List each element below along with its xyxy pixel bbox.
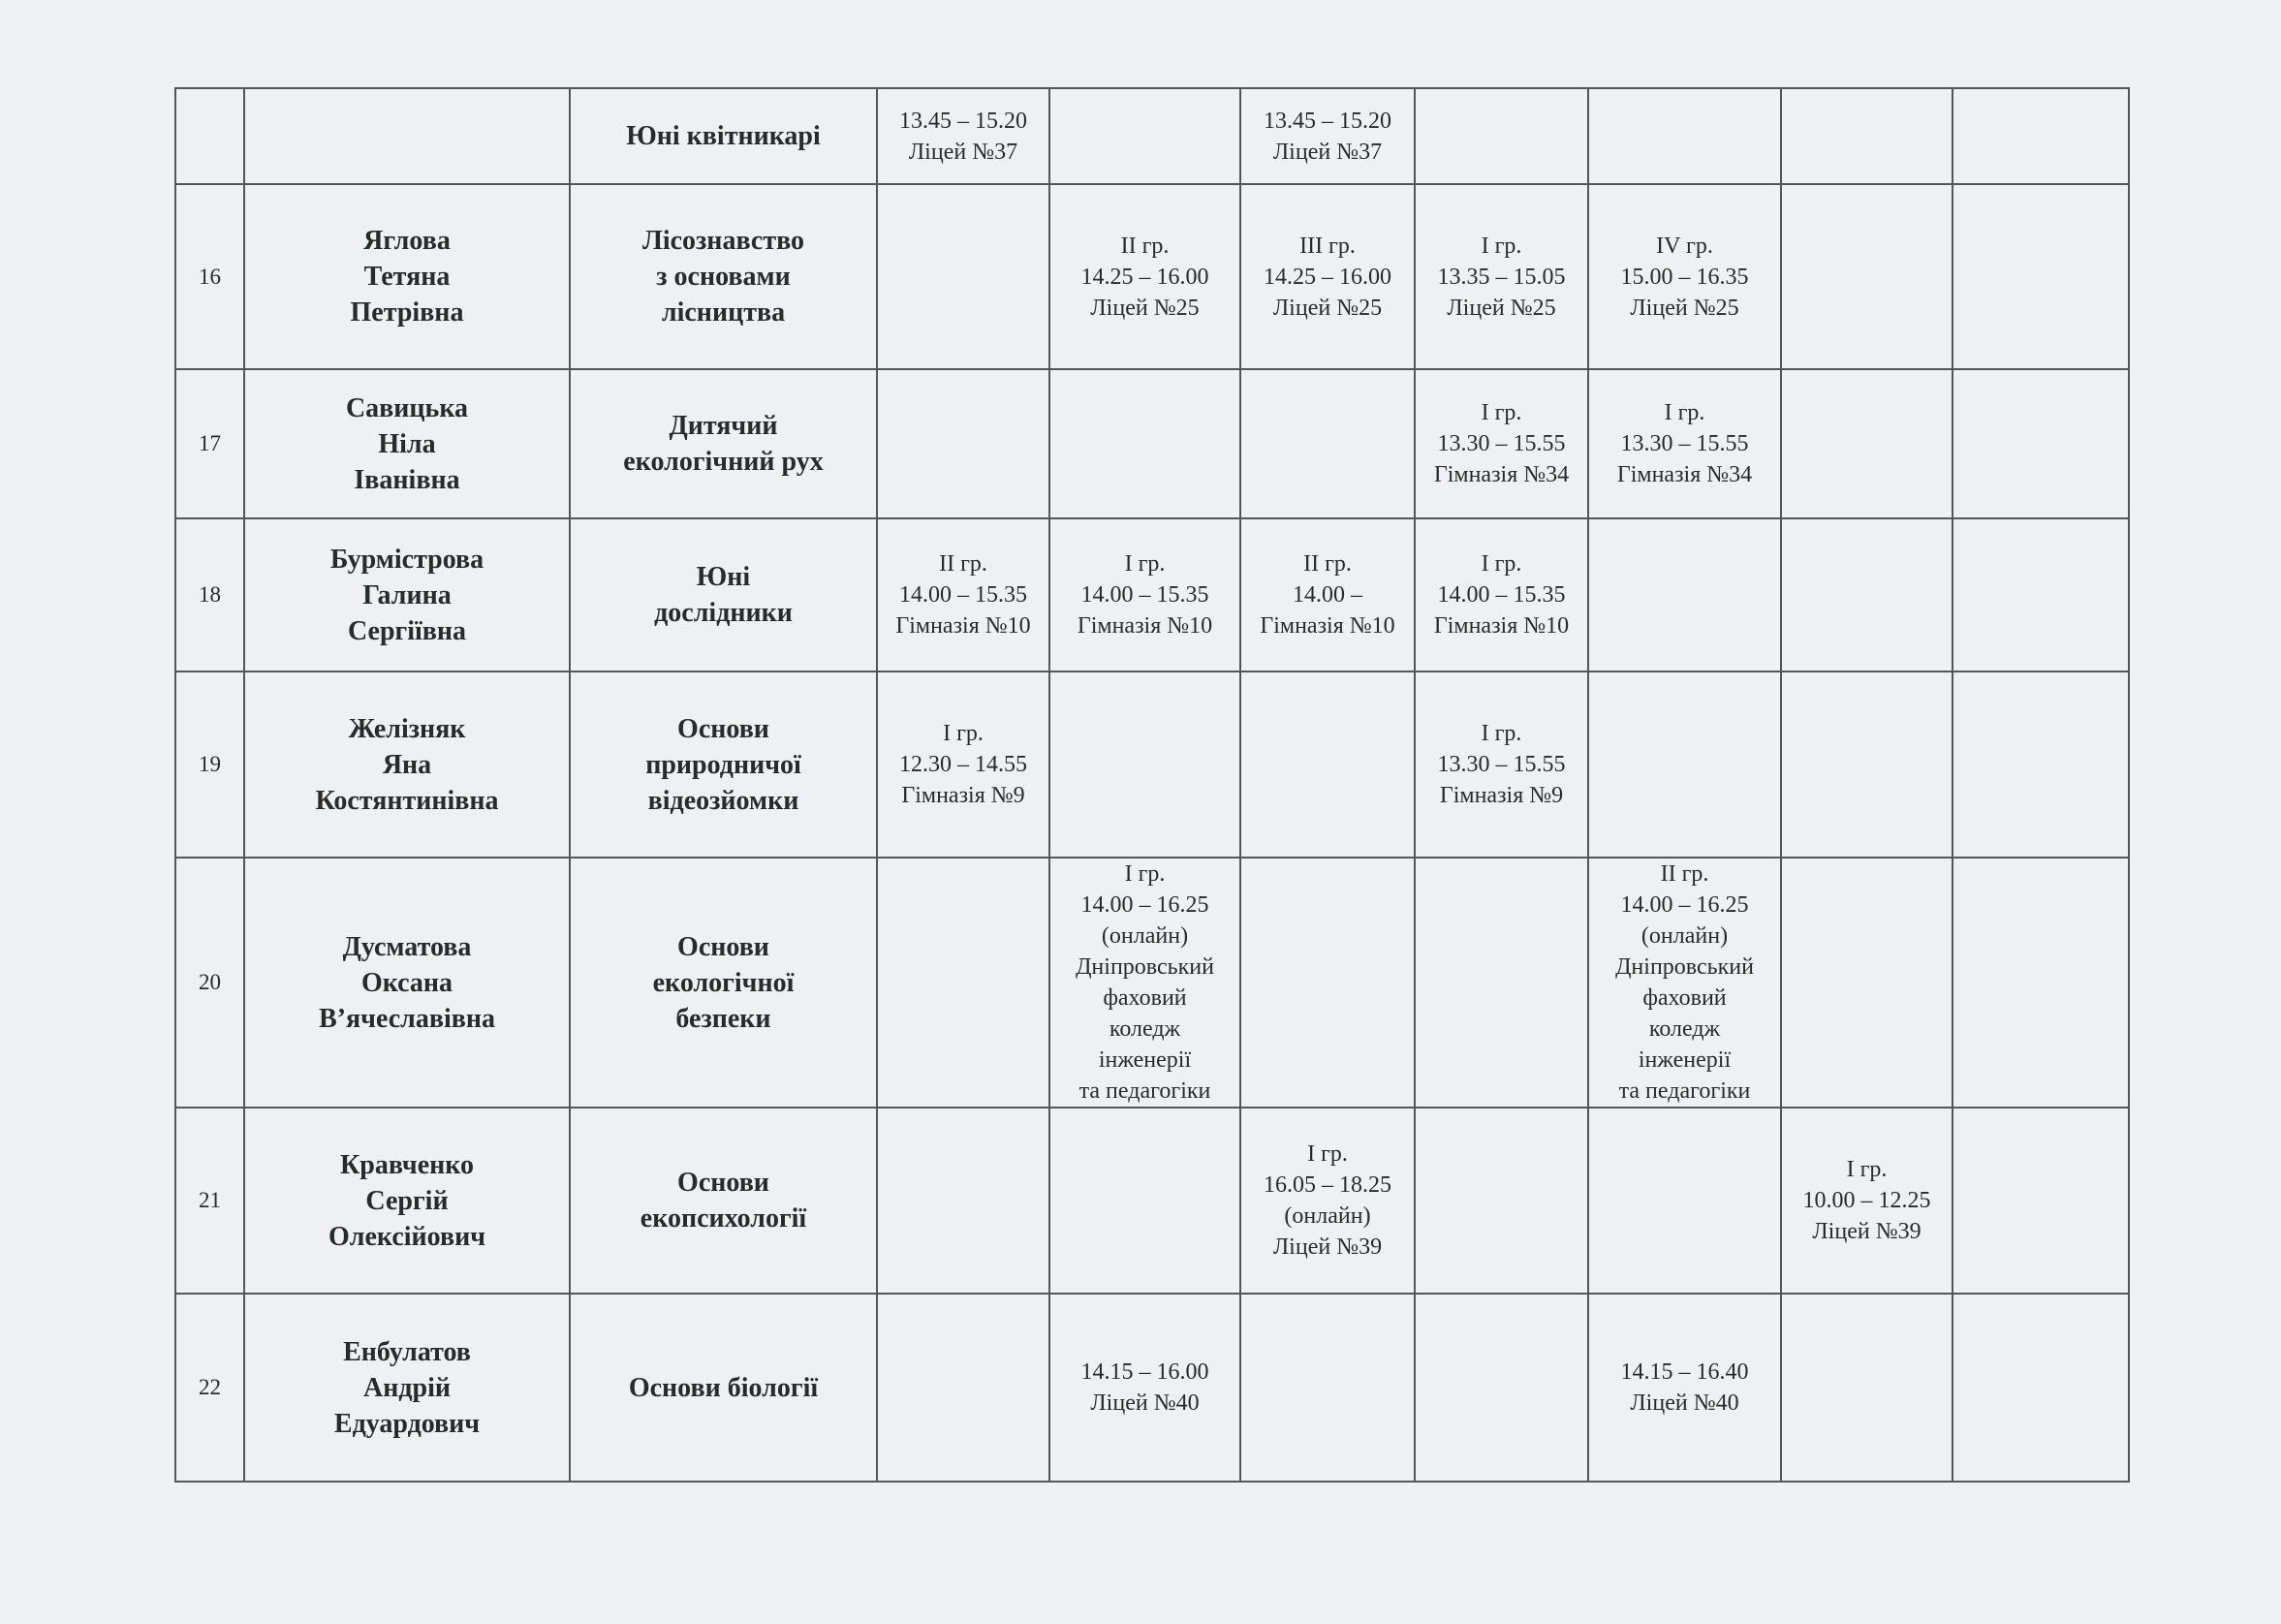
teacher-name: Енбулатов Андрій Едуардович [243,1293,571,1483]
course-name: Основи біології [569,1293,878,1483]
schedule-cell [876,183,1050,370]
schedule-cell [1414,87,1589,185]
schedule-cell: 14.15 – 16.40 Ліцей №40 [1587,1293,1782,1483]
teacher-name: Бурмістрова Галина Сергіївна [243,517,571,672]
row-number: 18 [174,517,245,672]
schedule-cell [1952,183,2130,370]
teacher-name: Савицька Ніла Іванівна [243,368,571,519]
row-number [174,87,245,185]
course-name: Юні дослідники [569,517,878,672]
schedule-cell [876,1107,1050,1295]
schedule-cell: I гр. 10.00 – 12.25 Ліцей №39 [1780,1107,1953,1295]
schedule-cell: 14.15 – 16.00 Ліцей №40 [1048,1293,1241,1483]
schedule-cell [1587,1107,1782,1295]
schedule-cell [1239,857,1416,1109]
schedule-cell [1952,1107,2130,1295]
table-row: Юні квітникарі 13.45 – 15.20 Ліцей №37 13.… [174,87,2130,185]
schedule-cell [1780,1293,1953,1483]
row-number: 21 [174,1107,245,1295]
schedule-cell: I гр. 13.35 – 15.05 Ліцей №25 [1414,183,1589,370]
schedule-cell: IV гр. 15.00 – 16.35 Ліцей №25 [1587,183,1782,370]
schedule-cell [1952,671,2130,859]
schedule-cell: I гр. 14.00 – 15.35 Гімназія №10 [1414,517,1589,672]
schedule-cell [1780,87,1953,185]
schedule-cell [1780,517,1953,672]
row-number: 16 [174,183,245,370]
schedule-cell [1239,368,1416,519]
course-name: Лісознавство з основами лісництва [569,183,878,370]
table-row: 17 Савицька Ніла Іванівна Дитячий екологіч… [174,368,2130,519]
schedule-cell [1952,517,2130,672]
schedule-cell: I гр. 13.30 – 15.55 Гімназія №9 [1414,671,1589,859]
schedule-cell: 13.45 – 15.20 Ліцей №37 [876,87,1050,185]
schedule-cell [1239,1293,1416,1483]
schedule-cell: I гр. 14.00 – 15.35 Гімназія №10 [1048,517,1241,672]
schedule-cell [1414,857,1589,1109]
schedule-cell [1780,857,1953,1109]
schedule-cell: I гр. 12.30 – 14.55 Гімназія №9 [876,671,1050,859]
schedule-cell: II гр. 14.00 – Гімназія №10 [1239,517,1416,672]
table-row: 16 Яглова Тетяна Петрівна Лісознавство з о… [174,183,2130,370]
schedule-cell [1587,517,1782,672]
schedule-cell [876,857,1050,1109]
schedule-cell: II гр. 14.00 – 15.35 Гімназія №10 [876,517,1050,672]
schedule-cell [1587,87,1782,185]
schedule-cell [1780,183,1953,370]
schedule-cell [1587,671,1782,859]
schedule-cell: I гр. 14.00 – 16.25 (онлайн) Дніпровськи… [1048,857,1241,1109]
row-number: 19 [174,671,245,859]
schedule-cell [1952,368,2130,519]
schedule-cell [876,368,1050,519]
table-row: 19 Желізняк Яна Костянтинівна Основи приро… [174,671,2130,859]
schedule-cell [1048,1107,1241,1295]
table-row: 18 Бурмістрова Галина Сергіївна Юні дослід… [174,517,2130,672]
schedule-cell [1952,1293,2130,1483]
row-number: 22 [174,1293,245,1483]
schedule-cell [1048,368,1241,519]
schedule-cell [1048,671,1241,859]
course-name: Дитячий екологічний рух [569,368,878,519]
schedule-cell [1780,671,1953,859]
schedule-cell: I гр. 13.30 – 15.55 Гімназія №34 [1414,368,1589,519]
schedule-cell [1952,87,2130,185]
table-row: 22 Енбулатов Андрій Едуардович Основи біол… [174,1293,2130,1483]
teacher-name: Яглова Тетяна Петрівна [243,183,571,370]
schedule-cell [1414,1107,1589,1295]
teacher-name [243,87,571,185]
schedule-cell: II гр. 14.25 – 16.00 Ліцей №25 [1048,183,1241,370]
course-name: Основи екопсихології [569,1107,878,1295]
row-number: 17 [174,368,245,519]
schedule-table: Юні квітникарі 13.45 – 15.20 Ліцей №37 13.… [174,87,2130,1483]
table-row: 20 Дусматова Оксана В’ячеславівна Основи е… [174,857,2130,1109]
schedule-cell: I гр. 13.30 – 15.55 Гімназія №34 [1587,368,1782,519]
course-name: Юні квітникарі [569,87,878,185]
teacher-name: Желізняк Яна Костянтинівна [243,671,571,859]
schedule-cell: 13.45 – 15.20 Ліцей №37 [1239,87,1416,185]
schedule-cell [1239,671,1416,859]
schedule-cell: III гр. 14.25 – 16.00 Ліцей №25 [1239,183,1416,370]
row-number: 20 [174,857,245,1109]
course-name: Основи природничої відеозйомки [569,671,878,859]
schedule-cell [1048,87,1241,185]
teacher-name: Дусматова Оксана В’ячеславівна [243,857,571,1109]
course-name: Основи екологічної безпеки [569,857,878,1109]
schedule-cell [876,1293,1050,1483]
schedule-cell: I гр. 16.05 – 18.25 (онлайн) Ліцей №39 [1239,1107,1416,1295]
schedule-cell: II гр. 14.00 – 16.25 (онлайн) Дніпровськ… [1587,857,1782,1109]
schedule-cell [1780,368,1953,519]
table-row: 21 Кравченко Сергій Олексійович Основи еко… [174,1107,2130,1295]
teacher-name: Кравченко Сергій Олексійович [243,1107,571,1295]
schedule-cell [1952,857,2130,1109]
schedule-cell [1414,1293,1589,1483]
